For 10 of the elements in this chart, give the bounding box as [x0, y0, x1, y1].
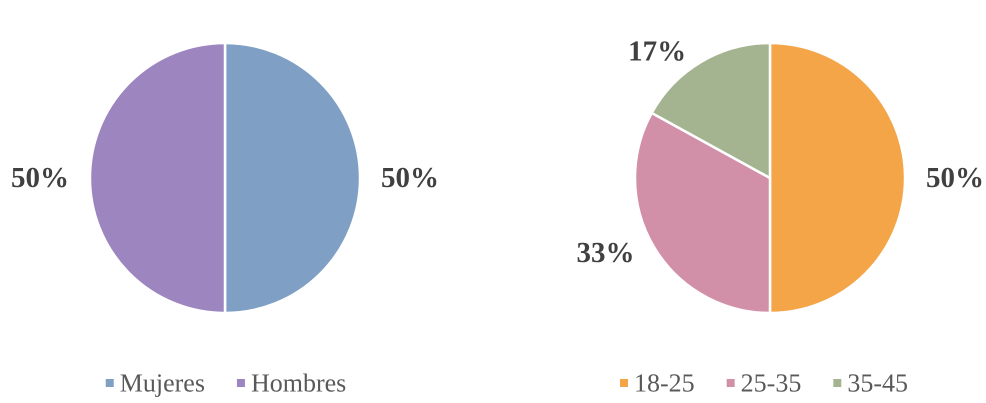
legend-label: 18-25 — [634, 368, 695, 398]
data-label: 50% — [11, 162, 69, 194]
data-label: 17% — [628, 35, 686, 68]
data-label: 50% — [926, 162, 984, 194]
legend-label: Mujeres — [120, 368, 205, 398]
data-label: 33% — [576, 236, 634, 269]
legend-label: 35-45 — [847, 368, 908, 398]
data-label: 50% — [381, 162, 439, 194]
legend-label: 25-35 — [740, 368, 802, 398]
legend-label: Hombres — [250, 368, 346, 398]
